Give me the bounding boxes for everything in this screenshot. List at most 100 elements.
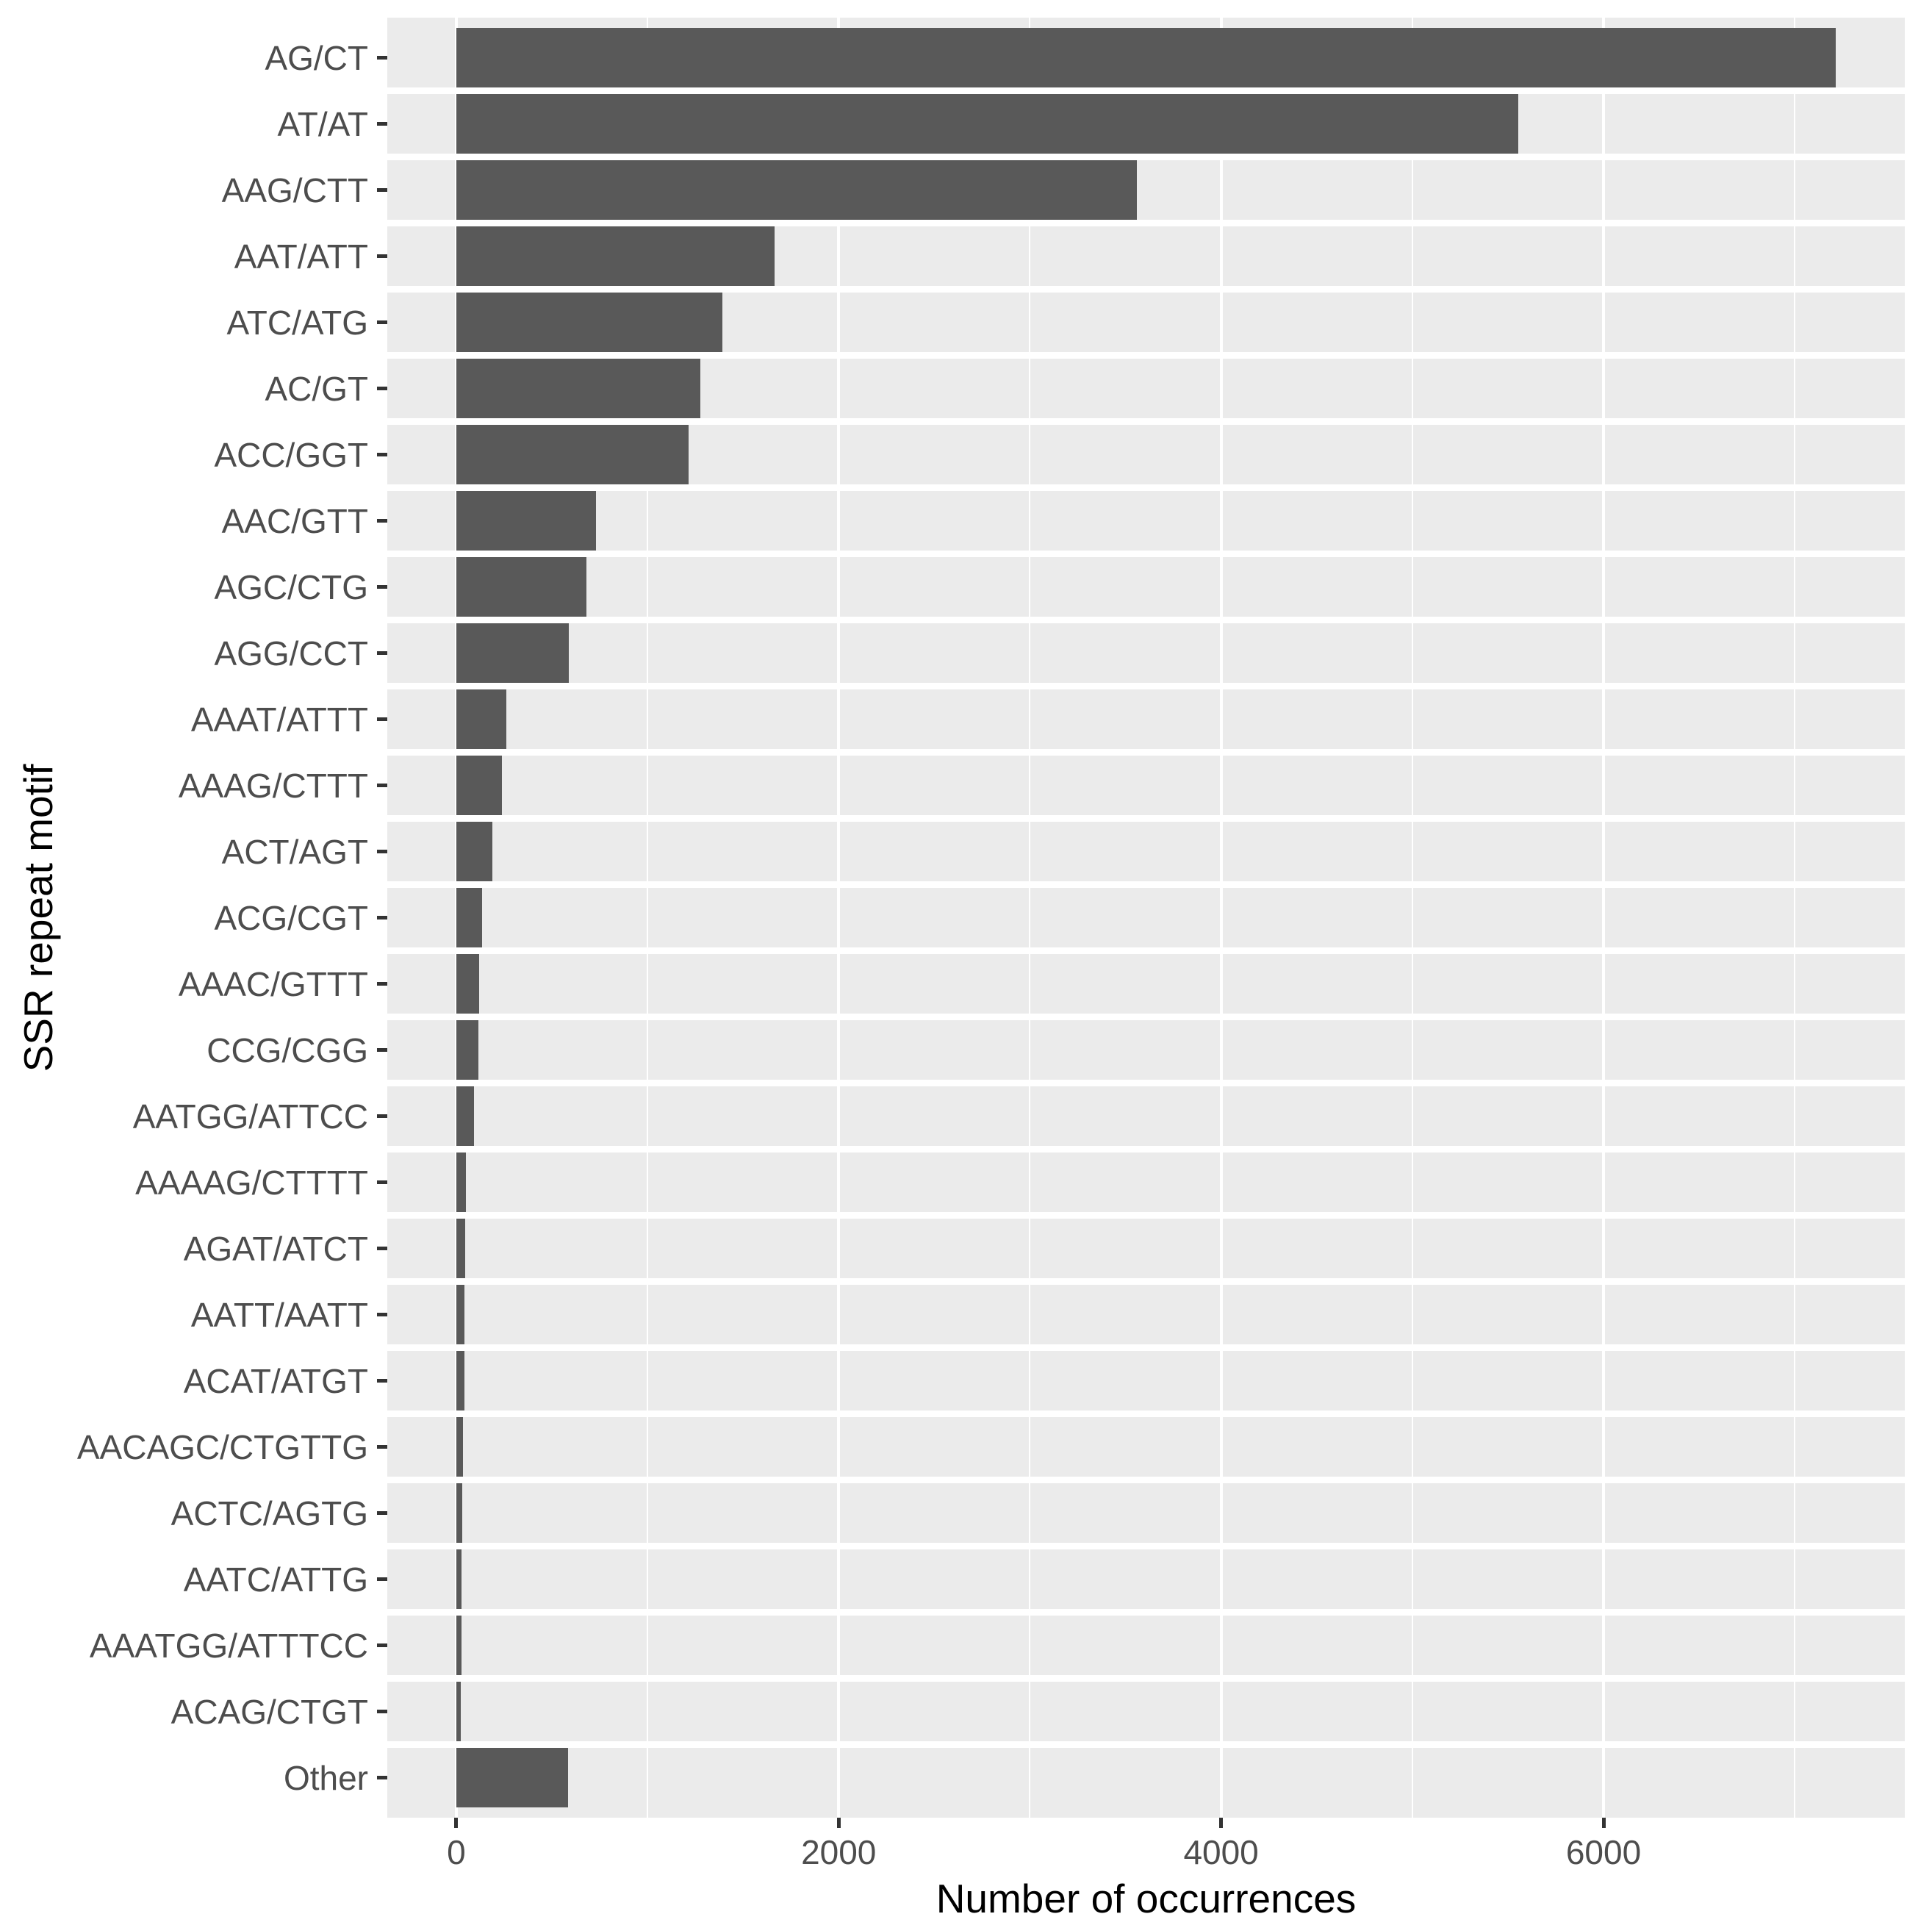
bar-agg-cct xyxy=(456,623,570,683)
row-separator xyxy=(387,683,1905,689)
y-tick-label-acg-cgt: ACG/CGT xyxy=(214,898,368,937)
y-tick-label-aaac-gttt: AAAC/GTTT xyxy=(178,964,368,1003)
bar-acat-atgt xyxy=(456,1351,464,1410)
bar-aaatgg-atttcc xyxy=(456,1616,462,1675)
y-tick-label-aaatgg-atttcc: AAATGG/ATTTCC xyxy=(89,1626,368,1665)
x-tick-mark-0 xyxy=(454,1818,459,1828)
x-tick-mark-6000 xyxy=(1601,1818,1606,1828)
bar-aatt-aatt xyxy=(456,1285,464,1344)
row-separator xyxy=(387,1675,1905,1682)
y-tick-label-aatc-attg: AATC/ATTG xyxy=(183,1560,368,1599)
y-tick-mark xyxy=(377,122,387,126)
y-tick-mark xyxy=(377,1577,387,1581)
x-tick-label-0: 0 xyxy=(447,1833,466,1871)
y-tick-mark xyxy=(377,254,387,258)
bar-aaaag-ctttt xyxy=(456,1153,466,1212)
minor-gridline-7000 xyxy=(1794,18,1796,1818)
x-tick-label-6000: 6000 xyxy=(1565,1833,1642,1871)
y-tick-mark xyxy=(377,982,387,986)
row-separator xyxy=(387,947,1905,954)
y-tick-mark xyxy=(377,1643,387,1647)
y-tick-mark xyxy=(377,916,387,920)
y-tick-label-atc-atg: ATC/ATG xyxy=(226,303,368,342)
row-separator xyxy=(387,1609,1905,1616)
row-separator xyxy=(387,1344,1905,1351)
row-separator xyxy=(387,1212,1905,1219)
row-separator xyxy=(387,87,1905,94)
plot-panel xyxy=(387,18,1905,1818)
y-tick-mark xyxy=(377,453,387,456)
y-tick-mark xyxy=(377,1445,387,1449)
minor-gridline-3000 xyxy=(1029,18,1031,1818)
bar-aac-gtt xyxy=(456,491,596,551)
y-tick-mark xyxy=(377,387,387,390)
bar-at-at xyxy=(456,94,1519,154)
y-tick-mark xyxy=(377,1048,387,1052)
y-tick-mark xyxy=(377,56,387,60)
y-tick-label-act-agt: ACT/AGT xyxy=(221,832,368,871)
minor-gridline-5000 xyxy=(1411,18,1413,1818)
y-tick-label-agc-ctg: AGC/CTG xyxy=(214,567,368,606)
bar-aaat-attt xyxy=(456,689,506,749)
y-tick-label-at-at: AT/AT xyxy=(277,104,368,143)
y-tick-label-actc-agtg: ACTC/AGTG xyxy=(170,1494,368,1533)
x-tick-mark-4000 xyxy=(1219,1818,1224,1828)
row-separator xyxy=(387,286,1905,293)
y-tick-label-aac-gtt: AAC/GTT xyxy=(221,501,368,540)
row-separator xyxy=(387,352,1905,359)
bar-agat-atct xyxy=(456,1219,465,1278)
row-separator xyxy=(387,551,1905,557)
x-axis-title: Number of occurrences xyxy=(936,1876,1357,1921)
x-tick-mark-2000 xyxy=(836,1818,841,1828)
bar-aatc-attg xyxy=(456,1549,462,1609)
y-tick-label-aag-ctt: AAG/CTT xyxy=(221,171,368,209)
minor-gridline-1000 xyxy=(647,18,649,1818)
y-axis-title: SSR repeat motif xyxy=(15,764,61,1072)
y-tick-mark xyxy=(377,784,387,787)
x-tick-label-4000: 4000 xyxy=(1183,1833,1259,1871)
y-tick-mark xyxy=(377,651,387,655)
major-gridline-4000 xyxy=(1219,18,1223,1818)
row-separator xyxy=(387,154,1905,160)
y-tick-label-aaat-attt: AAAT/ATTT xyxy=(190,700,368,739)
bar-ccg-cgg xyxy=(456,1020,478,1080)
bar-acag-ctgt xyxy=(456,1682,462,1741)
major-gridline-2000 xyxy=(837,18,841,1818)
y-tick-mark xyxy=(377,188,387,192)
row-separator xyxy=(387,881,1905,888)
bar-aaag-cttt xyxy=(456,756,503,815)
bar-agc-ctg xyxy=(456,557,586,617)
y-tick-mark xyxy=(377,1180,387,1184)
y-tick-mark xyxy=(377,1247,387,1250)
row-separator xyxy=(387,1543,1905,1549)
y-tick-mark xyxy=(377,1511,387,1515)
row-separator xyxy=(387,617,1905,623)
row-separator xyxy=(387,749,1905,756)
row-separator xyxy=(387,484,1905,491)
y-tick-label-aatt-aatt: AATT/AATT xyxy=(190,1295,368,1334)
row-separator xyxy=(387,1278,1905,1285)
row-separator xyxy=(387,1080,1905,1086)
y-tick-label-other: Other xyxy=(283,1758,368,1797)
bar-atc-atg xyxy=(456,293,722,352)
bar-actc-agtg xyxy=(456,1483,463,1543)
y-tick-mark xyxy=(377,1313,387,1316)
y-tick-mark xyxy=(377,1114,387,1118)
row-separator xyxy=(387,815,1905,822)
row-separator xyxy=(387,1477,1905,1483)
y-tick-mark xyxy=(377,1379,387,1383)
y-tick-mark xyxy=(377,1710,387,1713)
row-separator xyxy=(387,1741,1905,1748)
y-tick-label-aatgg-attcc: AATGG/ATTCC xyxy=(132,1097,368,1136)
y-tick-label-aacagc-ctgttg: AACAGC/CTGTTG xyxy=(76,1427,368,1466)
bar-acc-ggt xyxy=(456,425,689,484)
y-tick-label-aaag-cttt: AAAG/CTTT xyxy=(178,766,368,805)
y-tick-label-agat-atct: AGAT/ATCT xyxy=(183,1229,368,1268)
y-tick-label-aaaag-ctttt: AAAAG/CTTTT xyxy=(135,1163,368,1202)
major-gridline-6000 xyxy=(1602,18,1605,1818)
row-separator xyxy=(387,220,1905,226)
bar-act-agt xyxy=(456,822,493,881)
bar-acg-cgt xyxy=(456,888,482,947)
bar-aat-att xyxy=(456,226,775,286)
